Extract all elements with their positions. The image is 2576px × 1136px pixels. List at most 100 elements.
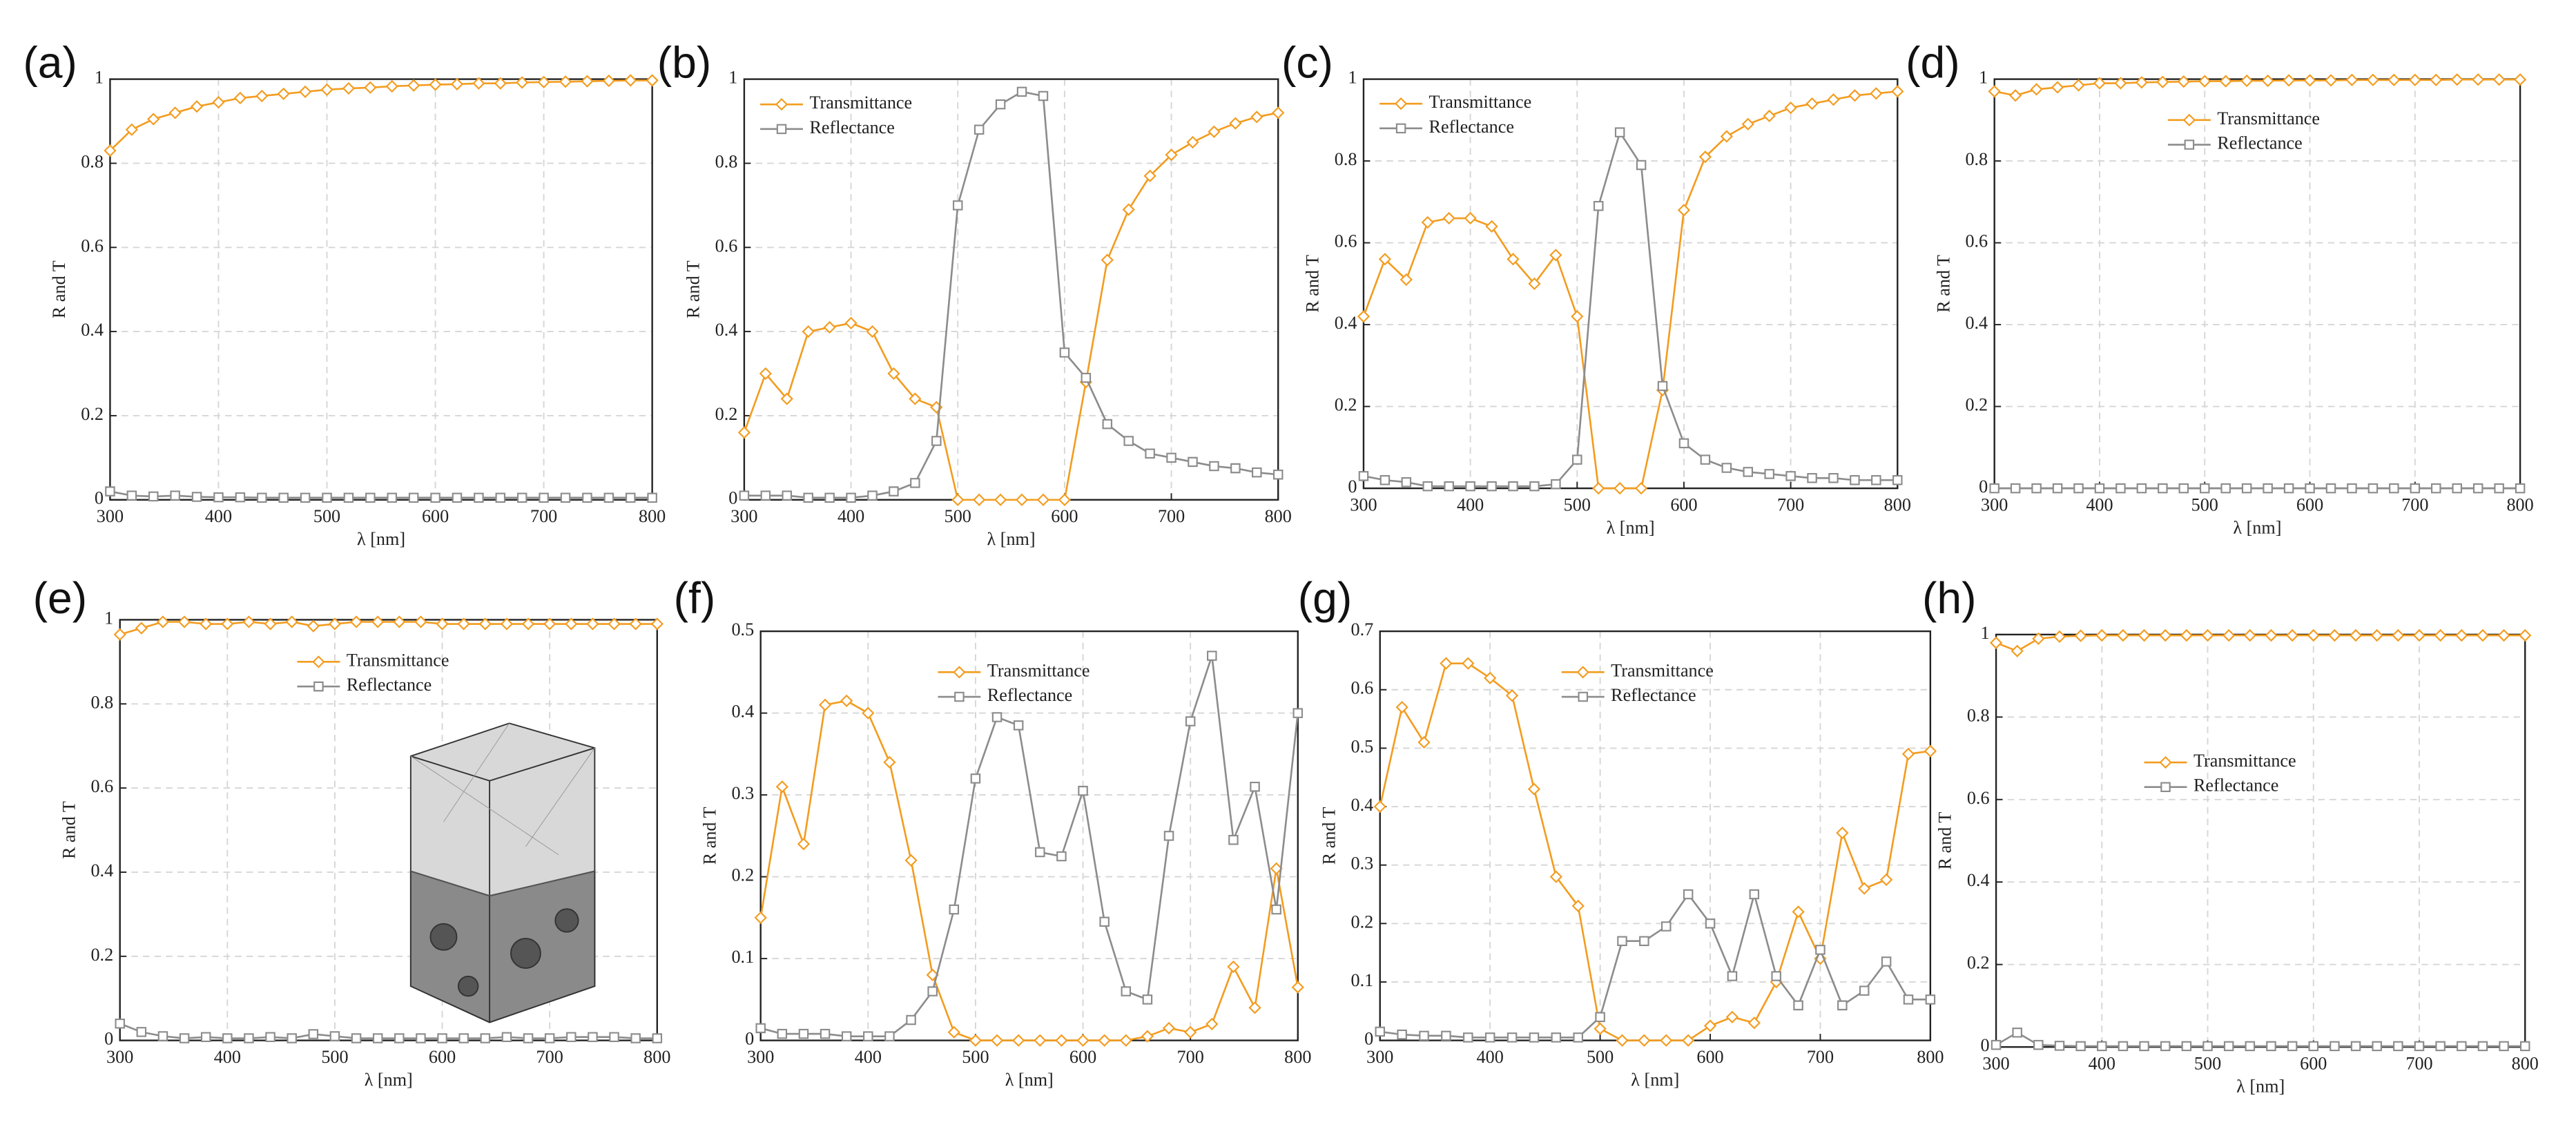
square-marker	[2073, 483, 2084, 494]
square-marker	[2139, 1041, 2149, 1052]
diamond-marker	[1571, 899, 1585, 913]
diamond-marker	[393, 615, 406, 628]
diamond-marker	[1012, 1034, 1025, 1047]
series-line	[1994, 78, 2521, 97]
square-marker	[1595, 1012, 1605, 1022]
y-tick-label: 1	[1979, 68, 1988, 88]
square-marker	[2054, 1041, 2065, 1051]
square-marker	[1292, 708, 1304, 718]
square-marker	[2347, 483, 2357, 494]
square-marker	[1209, 461, 1219, 472]
square-marker	[931, 436, 942, 446]
square-marker	[115, 1018, 125, 1029]
square-marker	[625, 492, 636, 503]
square-marker	[1850, 474, 1860, 485]
square-marker	[566, 1032, 577, 1042]
diamond-marker	[629, 617, 642, 630]
diamond-marker	[2030, 83, 2043, 96]
legend-label: Transmittance	[2194, 751, 2296, 771]
diamond-marker	[277, 87, 290, 101]
diamond-marker	[1614, 481, 1627, 495]
y-tick-label: 0.6	[715, 235, 738, 256]
square-marker	[1660, 921, 1672, 932]
square-marker	[1465, 481, 1475, 492]
series-line	[1379, 890, 1930, 1039]
y-axis-label: R and T	[59, 801, 79, 859]
square-marker	[2325, 483, 2336, 494]
y-tick-label: 0.6	[81, 235, 104, 256]
diamond-marker	[953, 666, 966, 679]
x-tick-label: 800	[643, 1047, 670, 1067]
legend-label: Transmittance	[1429, 92, 1532, 112]
diamond-marker	[823, 320, 836, 334]
diamond-marker	[1058, 493, 1072, 506]
diamond-marker	[1805, 97, 1819, 110]
diamond-marker	[624, 74, 637, 87]
x-tick-label: 600	[2296, 494, 2323, 514]
diamond-marker	[1101, 253, 1114, 267]
diamond-marker	[2492, 73, 2506, 86]
square-marker	[1145, 448, 1155, 459]
diamond-marker	[2114, 77, 2127, 90]
x-tick-label: 300	[1366, 1047, 1393, 1067]
diamond-marker	[2261, 74, 2274, 88]
y-tick-label: 0.2	[90, 945, 113, 965]
diamond-marker	[135, 622, 148, 635]
square-marker	[1705, 918, 1716, 929]
square-marker	[1508, 481, 1518, 492]
y-axis-label: R and T	[1319, 807, 1339, 865]
square-marker	[2393, 1041, 2403, 1052]
diamond-marker	[1036, 493, 1050, 506]
diamond-marker	[1720, 130, 1733, 143]
diamond-marker	[780, 392, 793, 405]
diamond-marker	[320, 83, 333, 96]
diamond-marker	[1417, 735, 1431, 749]
square-marker	[2184, 139, 2195, 150]
square-marker	[2515, 483, 2526, 494]
square-marker	[1573, 1032, 1583, 1043]
diamond-marker	[608, 617, 621, 630]
square-marker	[2012, 1027, 2022, 1038]
square-marker	[1892, 474, 1903, 485]
diamond-marker	[1162, 1021, 1176, 1034]
square-marker	[2160, 1041, 2171, 1052]
diamond-marker	[1227, 960, 1240, 974]
square-marker	[1785, 471, 1796, 481]
square-marker	[1793, 1000, 1803, 1011]
diamond-marker	[1421, 215, 1434, 229]
diamond-marker	[1784, 101, 1797, 115]
x-tick-label: 300	[1350, 494, 1377, 514]
square-marker	[1397, 1029, 1407, 1040]
y-tick-label: 0.2	[1965, 395, 1988, 415]
diamond-marker	[1989, 636, 2003, 649]
square-marker	[2305, 483, 2315, 494]
square-marker	[351, 1033, 362, 1043]
square-marker	[2097, 1041, 2107, 1052]
diamond-marker	[537, 75, 550, 89]
legend-label: Transmittance	[2217, 108, 2320, 128]
y-tick-label: 0.4	[81, 320, 104, 340]
square-marker	[452, 492, 463, 503]
diamond-marker	[2008, 89, 2022, 102]
x-tick-label: 600	[422, 506, 449, 526]
square-marker	[2178, 483, 2189, 494]
square-marker	[1099, 916, 1110, 927]
diamond-marker	[2282, 74, 2296, 87]
diamond-marker	[1484, 671, 1497, 684]
panel-label: (b)	[657, 38, 712, 88]
square-marker	[308, 1029, 319, 1039]
square-marker	[2241, 483, 2252, 494]
diamond-marker	[371, 615, 385, 628]
square-marker	[1991, 1039, 2002, 1050]
square-marker	[1727, 971, 1738, 981]
x-tick-label: 300	[1981, 494, 2008, 514]
square-marker	[889, 486, 899, 497]
diamond-marker	[1848, 89, 1861, 102]
panel-label: (h)	[1922, 573, 1977, 623]
diamond-marker	[1549, 870, 1562, 883]
series-line	[743, 112, 1279, 501]
diamond-marker	[1592, 481, 1605, 495]
plot-area	[737, 86, 1285, 506]
diamond-marker	[1891, 85, 1904, 98]
y-tick-label: 0	[95, 488, 104, 508]
